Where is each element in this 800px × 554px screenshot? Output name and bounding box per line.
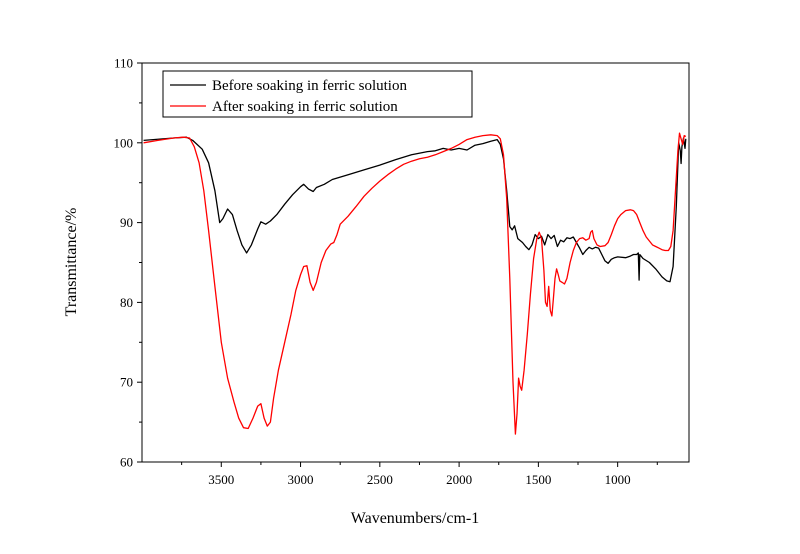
legend-label-after: After soaking in ferric solution xyxy=(212,99,398,115)
x-axis-title: Wavenumbers/cm-1 xyxy=(351,510,479,527)
y-tick-label: 90 xyxy=(120,215,133,230)
series-line-after xyxy=(143,132,687,435)
x-tick-label: 3000 xyxy=(288,472,314,487)
series-layer xyxy=(143,132,687,435)
y-tick-label: 60 xyxy=(120,455,133,470)
legend: Before soaking in ferric solution After … xyxy=(162,70,473,118)
tick-layer: 3500 3000 2500 2000 1500 1000 60 70 80 90 100 110 xyxy=(114,56,658,487)
y-tick-label: 110 xyxy=(114,56,133,71)
y-axis-title: Transmittance/% xyxy=(63,208,80,317)
legend-label-before: Before soaking in ferric solution xyxy=(212,78,407,94)
x-tick-label: 1500 xyxy=(525,472,551,487)
x-tick-label: 2500 xyxy=(367,472,393,487)
x-tick-label: 3500 xyxy=(208,472,234,487)
legend-box xyxy=(162,70,473,118)
y-tick-label: 80 xyxy=(120,295,133,310)
x-tick-label: 2000 xyxy=(446,472,472,487)
x-tick-label: 1000 xyxy=(605,472,631,487)
y-tick-label: 70 xyxy=(120,375,133,390)
y-tick-label: 100 xyxy=(114,135,134,150)
series-line-before xyxy=(143,136,687,283)
